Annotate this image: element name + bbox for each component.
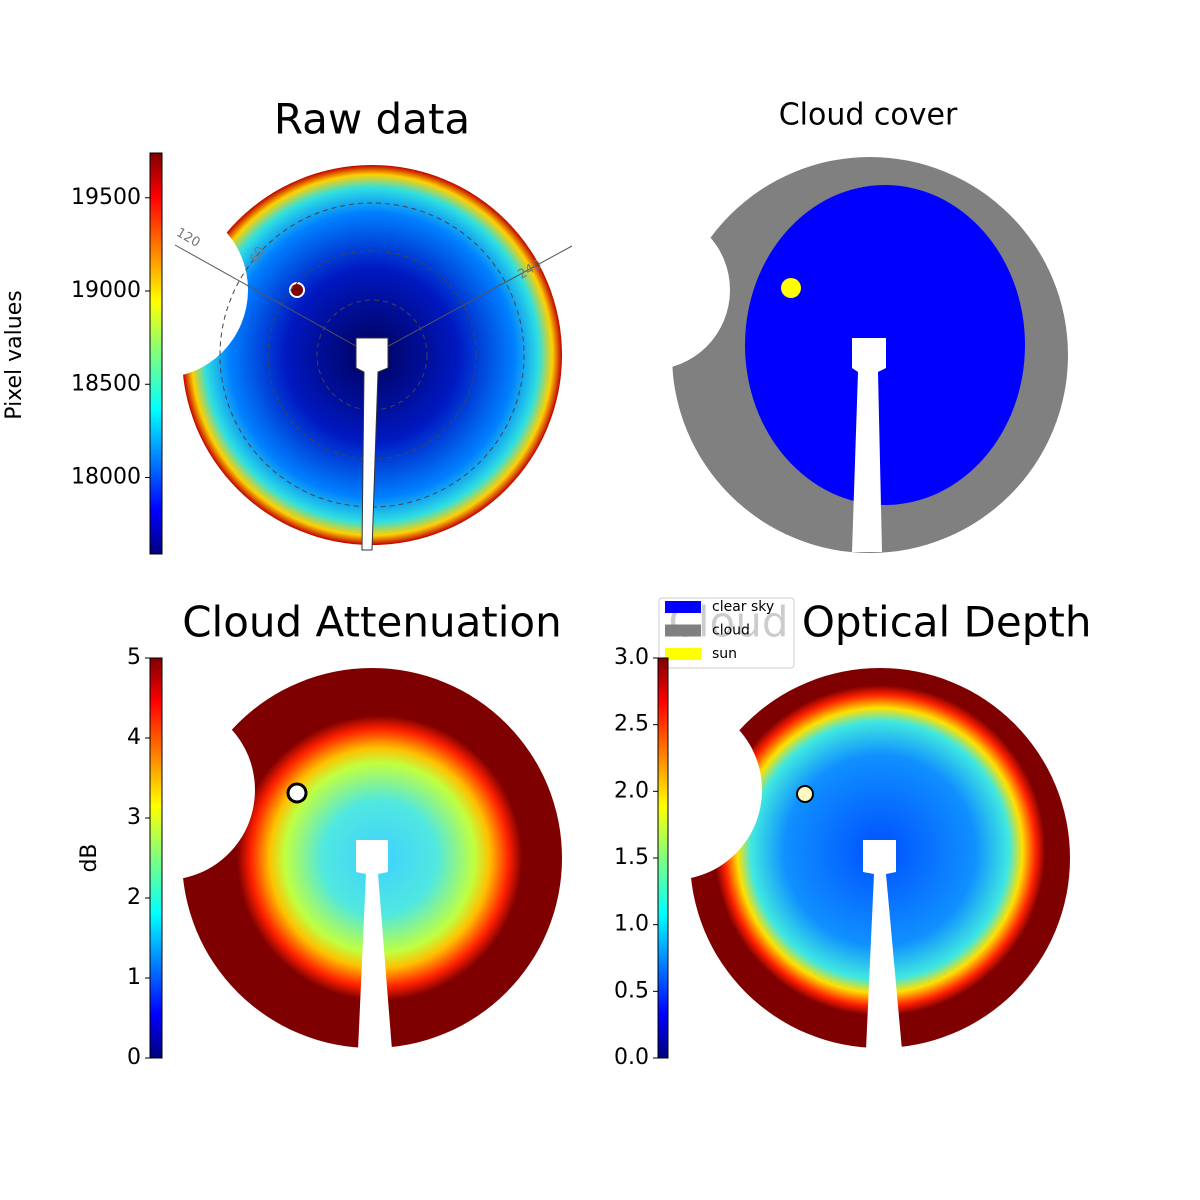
tick-label: 2.0 [614, 778, 649, 803]
title: Cloud cover [779, 98, 958, 133]
tick-label: 2.5 [614, 712, 649, 737]
colorbar [149, 657, 163, 1059]
legend-label: clear sky [712, 599, 774, 615]
raw-image [72, 165, 573, 551]
tick-label: 19000 [71, 278, 141, 303]
tick-label: 1 [127, 965, 141, 990]
tick-label: 4 [127, 725, 141, 750]
attenuation-image [75, 668, 562, 1050]
legend-swatch [665, 624, 701, 637]
title: Cloud Attenuation [182, 598, 562, 647]
colorbar [149, 152, 163, 555]
tick-label: 0 [127, 1045, 141, 1070]
optical-depth-image [582, 668, 1070, 1050]
tick-label: 3.0 [614, 645, 649, 670]
legend-label: cloud [712, 623, 750, 639]
tick-label: 1.0 [614, 912, 649, 937]
cloud-cover-image [570, 157, 1068, 553]
polar-label: 60 [247, 244, 268, 266]
tick-label: 5 [127, 645, 141, 670]
legend-label: sun [712, 646, 737, 662]
tick-label: 0.0 [614, 1045, 649, 1070]
tick-label: 1.5 [614, 845, 649, 870]
tick-label: 18500 [71, 371, 141, 396]
tick-label: 2 [127, 885, 141, 910]
legend-swatch [665, 601, 701, 613]
legend-swatch [665, 648, 701, 660]
colorbar-label: Pixel values [2, 290, 27, 419]
tick-label: 19500 [71, 185, 141, 210]
colorbar [657, 657, 669, 1059]
legend: clear sky cloud sun [658, 597, 795, 669]
title: Raw data [274, 95, 470, 144]
tick-label: 3 [127, 805, 141, 830]
colorbar-label: dB [77, 843, 102, 872]
tick-label: 18000 [71, 465, 141, 490]
tick-label: 0.5 [614, 978, 649, 1003]
